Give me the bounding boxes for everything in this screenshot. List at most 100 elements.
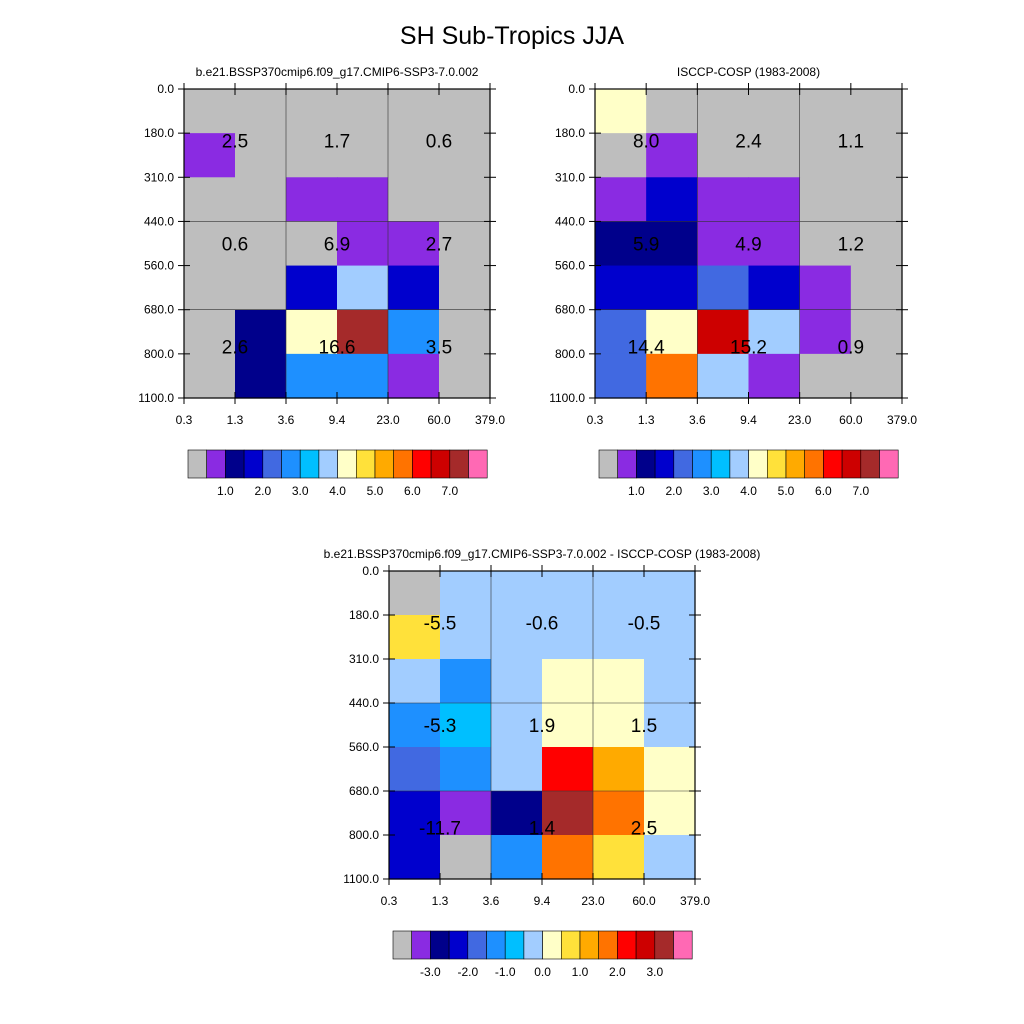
x-tick-label: 379.0 bbox=[887, 413, 917, 427]
heatmap-cell bbox=[542, 703, 594, 748]
colorbar-swatch bbox=[560, 930, 581, 960]
y-tick-label: 310.0 bbox=[555, 170, 585, 184]
heatmap-cell bbox=[235, 133, 287, 178]
heatmap-cell bbox=[850, 221, 903, 267]
cell-value-label: 1.2 bbox=[838, 235, 864, 256]
colorbar-swatch bbox=[635, 930, 656, 960]
y-tick-label: 1100.0 bbox=[343, 872, 379, 886]
heatmap-panel-2: ISCCP-COSP (1983-2008) 0.0 180.0 310.0 440.0… bbox=[549, 65, 917, 498]
colorbar-swatch bbox=[617, 449, 637, 479]
colorbar-label: 5.0 bbox=[778, 484, 795, 498]
heatmap-cell bbox=[593, 747, 645, 792]
y-tick-label: 180.0 bbox=[349, 608, 379, 622]
heatmap-cell bbox=[644, 571, 696, 616]
heatmap-cell bbox=[644, 659, 696, 704]
colorbar-label: 3.0 bbox=[646, 965, 663, 979]
heatmap-cell bbox=[389, 835, 441, 880]
cell-value-label: 3.5 bbox=[426, 338, 452, 359]
heatmap-cell bbox=[389, 615, 441, 660]
heatmap-cell bbox=[491, 835, 543, 880]
heatmap-cell bbox=[235, 221, 287, 267]
colorbar-swatch bbox=[598, 930, 618, 960]
heatmap-cell bbox=[491, 659, 543, 704]
heatmap-cell bbox=[748, 177, 801, 223]
cell-value-label: 16.6 bbox=[319, 338, 356, 359]
heatmap-cell bbox=[850, 309, 903, 355]
cell-value-label: 1.5 bbox=[631, 716, 657, 737]
colorbar-swatch bbox=[523, 930, 543, 960]
heatmap-cell bbox=[644, 747, 696, 792]
heatmap-cell bbox=[799, 133, 852, 178]
x-tick-label: 9.4 bbox=[534, 894, 551, 908]
x-tick-label: 379.0 bbox=[680, 894, 710, 908]
heatmap-cell bbox=[286, 133, 338, 178]
colorbar-label: 2.0 bbox=[665, 484, 682, 498]
cell-value-label: 2.7 bbox=[426, 235, 452, 256]
heatmap-cell bbox=[184, 309, 236, 355]
cell-value-label: 6.9 bbox=[324, 235, 350, 256]
heatmap-cell bbox=[439, 221, 491, 267]
colorbar-label: 6.0 bbox=[815, 484, 832, 498]
x-tick-label: 3.6 bbox=[689, 413, 706, 427]
heatmap-cell bbox=[388, 353, 440, 399]
colorbar-swatch bbox=[785, 449, 806, 479]
heatmap-cell bbox=[697, 221, 750, 267]
y-tick-label: 440.0 bbox=[349, 696, 379, 710]
cell-value-label: 1.4 bbox=[529, 819, 556, 840]
heatmap-cell bbox=[491, 571, 543, 616]
heatmap-cell bbox=[389, 571, 441, 616]
heatmap-cell bbox=[748, 309, 801, 355]
heatmap-cell bbox=[697, 177, 750, 223]
y-tick-label: 0.0 bbox=[568, 82, 585, 96]
colorbar-label: -3.0 bbox=[420, 965, 441, 979]
heatmap-cell bbox=[184, 177, 236, 223]
heatmap-cell bbox=[748, 265, 801, 311]
heatmap-cell bbox=[389, 747, 441, 792]
colorbar-swatch bbox=[766, 449, 787, 479]
y-tick-label: 680.0 bbox=[349, 784, 379, 798]
heatmap-cell bbox=[748, 221, 801, 267]
colorbar-swatch bbox=[187, 449, 208, 479]
heatmap-cell bbox=[593, 571, 645, 616]
colorbar-swatch bbox=[430, 930, 450, 960]
colorbar-swatch bbox=[225, 449, 245, 479]
heatmap-cell bbox=[235, 353, 287, 399]
heatmap-cell bbox=[850, 89, 903, 134]
cell-value-label: 4.9 bbox=[735, 235, 761, 256]
colorbar-swatch bbox=[299, 449, 320, 479]
colorbar: 1.0 2.0 3.0 4.0 5.0 6.0 7.0 bbox=[598, 449, 899, 498]
y-tick-label: 1100.0 bbox=[138, 391, 174, 405]
cell-value-label: 5.9 bbox=[633, 235, 659, 256]
y-tick-label: 560.0 bbox=[349, 740, 379, 754]
heatmap-cell bbox=[697, 309, 750, 355]
heatmap-cell bbox=[286, 265, 338, 311]
heatmap-cell bbox=[337, 221, 389, 267]
y-tick-label: 310.0 bbox=[144, 170, 174, 184]
colorbar-swatch bbox=[654, 449, 675, 479]
heatmap-cell bbox=[644, 615, 696, 660]
colorbar-swatch bbox=[879, 449, 899, 479]
heatmap-cell bbox=[646, 265, 698, 311]
heatmap-cell bbox=[439, 133, 491, 178]
x-tick-label: 3.6 bbox=[278, 413, 295, 427]
heatmap-cell bbox=[337, 353, 389, 399]
colorbar-swatch bbox=[617, 930, 637, 960]
x-tick-label: 0.3 bbox=[587, 413, 604, 427]
cell-value-label: -0.6 bbox=[526, 613, 559, 634]
colorbar-swatch bbox=[823, 449, 843, 479]
heatmap-cell bbox=[235, 89, 287, 134]
x-tick-label: 1.3 bbox=[227, 413, 244, 427]
heatmap-cell bbox=[595, 265, 647, 311]
heatmap-cell bbox=[850, 265, 903, 311]
heatmap-cell bbox=[235, 309, 287, 355]
heatmap-cell bbox=[388, 89, 440, 134]
heatmap-cell bbox=[593, 615, 645, 660]
colorbar-label: 4.0 bbox=[740, 484, 757, 498]
panel-subtitle: b.e21.BSSP370cmip6.f09_g17.CMIP6-SSP3-7.… bbox=[196, 65, 479, 79]
cell-value-label: -5.5 bbox=[424, 613, 457, 634]
heatmap-cell bbox=[799, 309, 852, 355]
colorbar-label: 7.0 bbox=[441, 484, 458, 498]
x-tick-label: 60.0 bbox=[427, 413, 451, 427]
y-tick-label: 680.0 bbox=[555, 303, 585, 317]
heatmap-cell bbox=[799, 177, 852, 223]
